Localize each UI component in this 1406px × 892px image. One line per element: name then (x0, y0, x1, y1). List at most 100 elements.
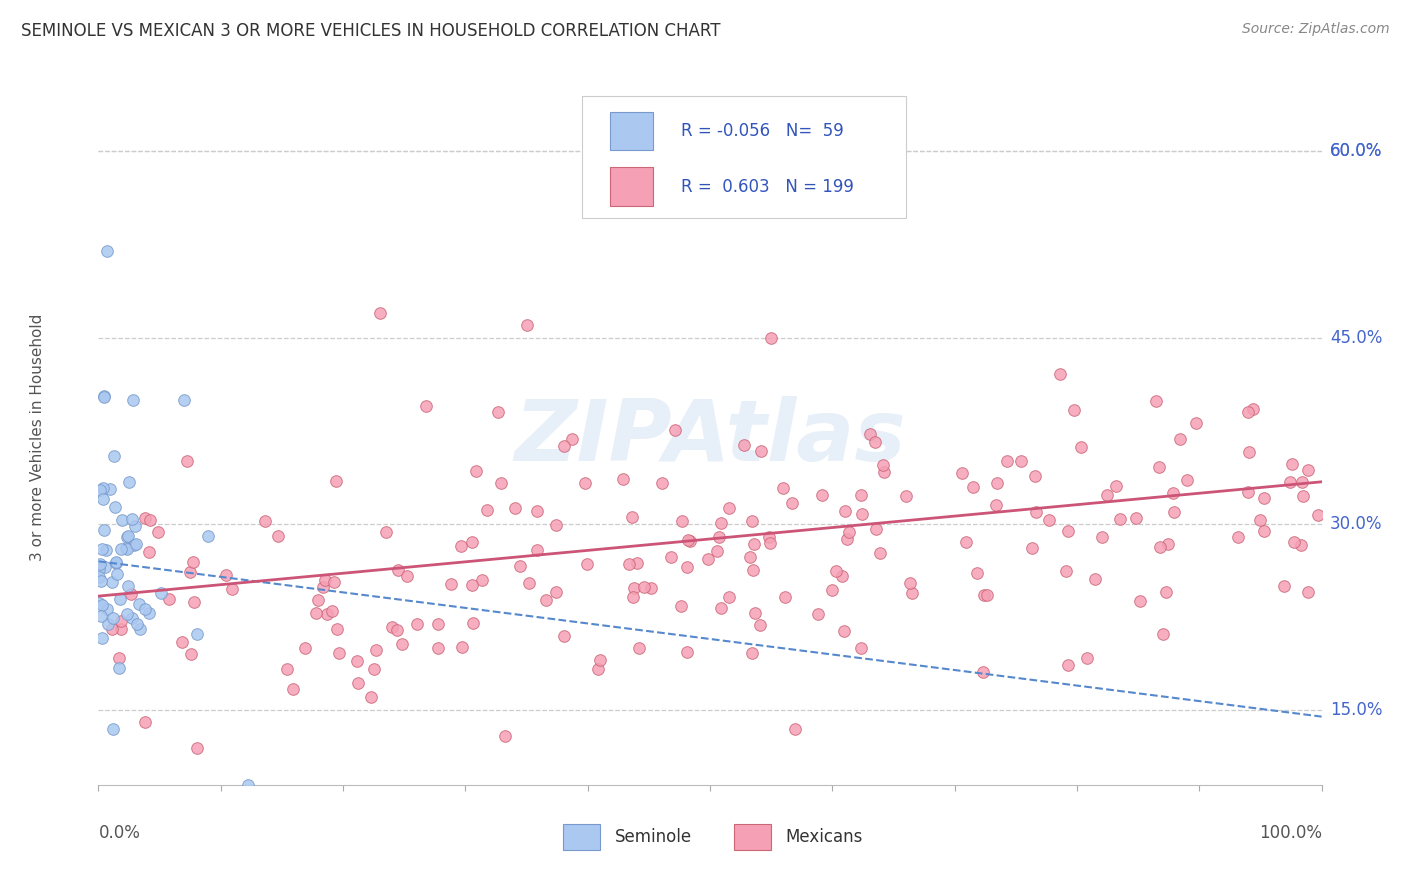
Point (1024, 469, 1046, 483)
Point (93, 390, 115, 404)
Point (90, 631, 112, 645)
Point (461, 616, 484, 631)
Point (962, 480, 984, 494)
Point (810, 487, 832, 501)
Point (471, 573, 494, 587)
Point (872, 465, 894, 479)
Point (664, 423, 686, 437)
Point (181, 555, 204, 569)
Point (612, 472, 634, 486)
Point (104, 556, 127, 570)
Point (706, 544, 728, 558)
Point (589, 653, 612, 667)
Point (440, 577, 463, 591)
Point (360, 690, 382, 704)
Point (122, 539, 145, 553)
Point (124, 519, 146, 533)
Point (415, 399, 437, 413)
Point (108, 591, 131, 606)
Point (1175, 473, 1198, 487)
Point (783, 722, 806, 736)
Point (312, 580, 335, 594)
Point (115, 542, 138, 557)
Point (180, 648, 202, 662)
FancyBboxPatch shape (610, 168, 652, 206)
Text: 0.0%: 0.0% (98, 824, 141, 842)
Point (322, 574, 344, 589)
Point (105, 566, 128, 581)
Point (90, 598, 112, 612)
Point (1292, 490, 1315, 504)
Point (679, 534, 702, 549)
Point (215, 568, 238, 582)
Point (659, 549, 682, 564)
Point (586, 662, 609, 676)
Point (108, 650, 131, 665)
Point (758, 530, 780, 544)
Point (869, 546, 891, 560)
Point (450, 539, 472, 553)
Point (553, 439, 575, 453)
Point (966, 566, 988, 580)
Point (710, 600, 733, 615)
Point (633, 580, 655, 594)
Point (1152, 627, 1174, 641)
Point (898, 575, 921, 590)
Point (741, 564, 763, 578)
Point (834, 504, 856, 518)
Point (901, 586, 924, 600)
Point (1163, 486, 1185, 500)
Point (346, 654, 368, 668)
Point (305, 606, 328, 620)
Point (183, 595, 205, 609)
Point (93, 559, 115, 574)
Point (368, 306, 391, 320)
Point (526, 543, 548, 558)
Point (127, 617, 149, 632)
Point (364, 643, 387, 657)
Point (396, 568, 419, 582)
Point (1289, 538, 1312, 552)
Point (807, 607, 830, 622)
Point (509, 558, 531, 573)
Point (115, 541, 138, 555)
Point (267, 529, 290, 543)
Point (111, 513, 134, 527)
Text: Source: ZipAtlas.com: Source: ZipAtlas.com (1241, 22, 1389, 37)
Point (1010, 454, 1032, 468)
Text: 3 or more Vehicles in Household: 3 or more Vehicles in Household (30, 313, 45, 561)
Point (772, 481, 794, 495)
Point (1147, 459, 1170, 474)
Point (617, 557, 640, 571)
Point (1091, 530, 1114, 544)
Point (976, 588, 998, 602)
Point (121, 611, 143, 625)
Point (494, 730, 516, 744)
Point (526, 504, 548, 518)
Point (328, 646, 350, 660)
Point (838, 525, 860, 540)
Point (1129, 594, 1152, 608)
Point (115, 530, 138, 544)
Point (314, 573, 336, 587)
Point (316, 607, 339, 622)
Point (534, 593, 557, 607)
Point (165, 790, 187, 805)
Point (1057, 524, 1080, 539)
Point (851, 508, 873, 522)
Point (134, 510, 156, 524)
Point (172, 635, 194, 649)
Point (1236, 484, 1258, 499)
Point (517, 575, 540, 590)
Point (326, 623, 349, 637)
Point (90, 541, 112, 556)
Point (717, 590, 740, 604)
Point (117, 579, 139, 593)
Point (1157, 537, 1180, 551)
Point (950, 466, 973, 480)
Point (197, 529, 219, 543)
Point (1095, 488, 1118, 502)
Point (128, 622, 150, 636)
Point (93, 523, 115, 537)
FancyBboxPatch shape (564, 824, 600, 850)
